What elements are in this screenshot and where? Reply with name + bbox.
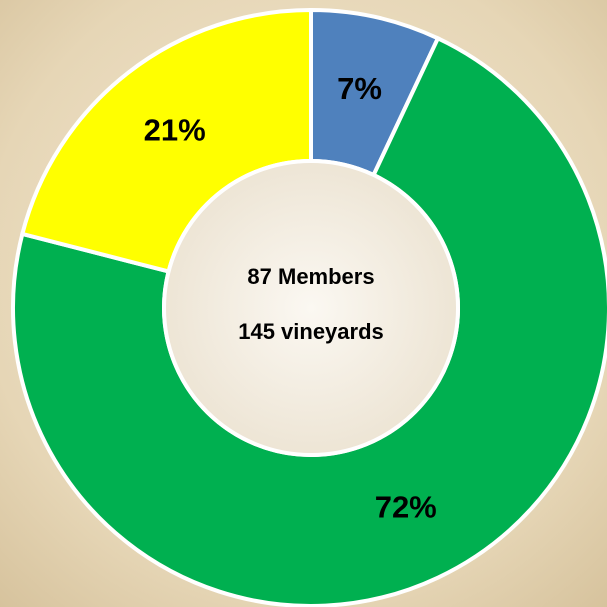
center-label: 145 vineyards <box>238 319 384 344</box>
data-label: 7% <box>337 71 382 106</box>
data-label: 72% <box>375 490 437 525</box>
donut-hole <box>162 159 460 457</box>
data-label: 21% <box>144 112 206 147</box>
center-label: 87 Members <box>247 264 374 289</box>
